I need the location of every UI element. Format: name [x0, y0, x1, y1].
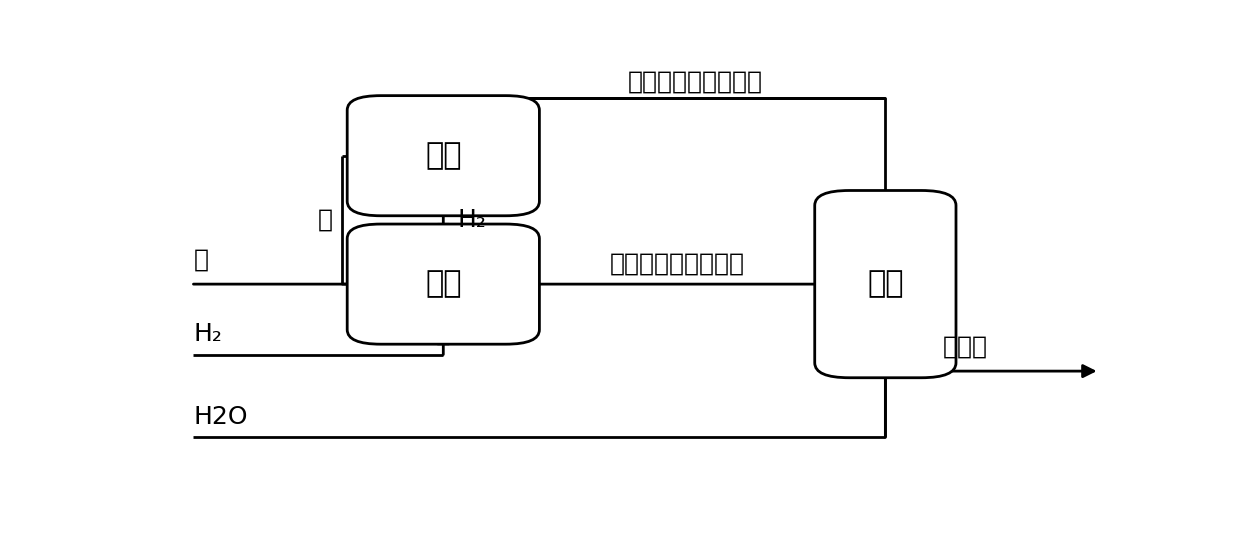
Text: H₂: H₂: [458, 208, 486, 232]
FancyBboxPatch shape: [347, 96, 539, 216]
Text: 环己烯、苯、环己烷: 环己烯、苯、环己烷: [610, 252, 745, 276]
FancyBboxPatch shape: [815, 190, 956, 378]
Text: 苯: 苯: [193, 247, 208, 272]
Text: 加氢: 加氢: [425, 270, 461, 299]
Text: 环己醇: 环己醇: [944, 335, 988, 359]
Text: 脱氢: 脱氢: [425, 141, 461, 170]
Text: 水合: 水合: [867, 270, 904, 299]
Text: H2O: H2O: [193, 405, 248, 429]
Text: 苯、环己烷、环己烯: 苯、环己烷、环己烯: [629, 69, 763, 94]
Text: 苯: 苯: [317, 208, 332, 232]
Text: H₂: H₂: [193, 322, 222, 346]
FancyBboxPatch shape: [347, 224, 539, 344]
